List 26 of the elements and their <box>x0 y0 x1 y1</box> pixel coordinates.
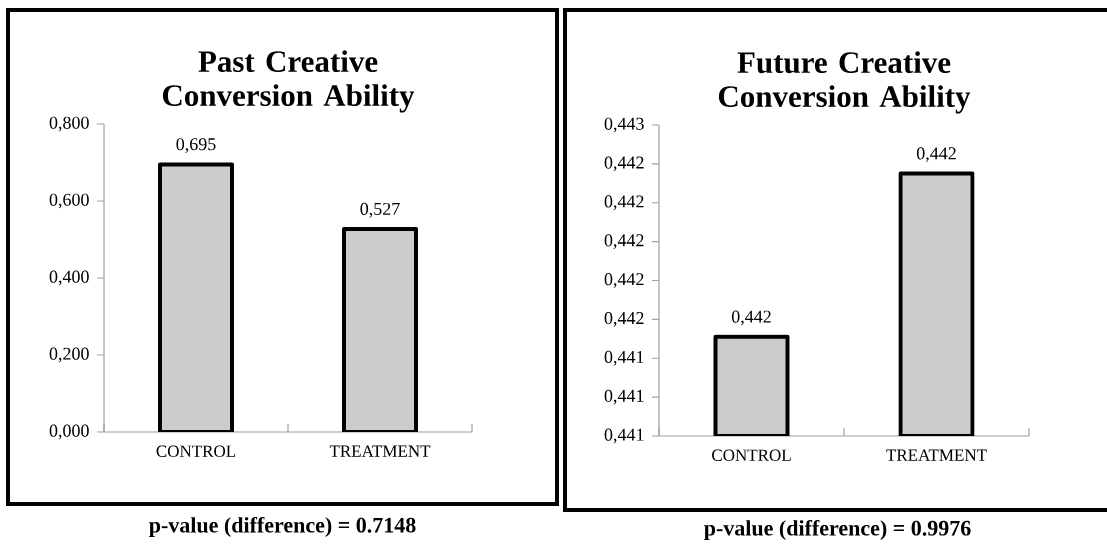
y-tick-label: 0,442 <box>604 234 644 249</box>
x-tick-label: TREATMENT <box>329 445 431 457</box>
data-label: 0,442 <box>731 310 771 326</box>
x-tick-label: TREATMENT <box>886 449 987 461</box>
y-tick-label: 0,600 <box>49 193 89 209</box>
x-tick-label: CONTROL <box>156 445 236 457</box>
chart-title: Future Creative Conversion Ability <box>718 51 971 114</box>
data-label: 0,695 <box>176 138 216 153</box>
text: p-value (difference) = 0.9976 <box>704 519 971 541</box>
y-tick-label: 0,200 <box>49 347 89 363</box>
y-tick-label: 0,443 <box>604 117 644 133</box>
data-label: 0,527 <box>360 202 400 218</box>
data-label: 0,442 <box>916 147 956 163</box>
text: p-value (difference) = 0.7148 <box>149 516 416 538</box>
x-tick-label: CONTROL <box>712 449 791 461</box>
y-tick-label: 0,442 <box>604 273 644 288</box>
y-tick-label: 0,441 <box>604 428 644 444</box>
y-tick-label: 0,441 <box>604 389 644 405</box>
chart-title: Past Creative Conversion Ability <box>162 50 415 113</box>
y-tick-label: 0,442 <box>604 195 644 211</box>
y-tick-label: 0,400 <box>49 270 89 286</box>
y-tick-label: 0,000 <box>49 424 89 440</box>
y-tick-label: 0,442 <box>604 312 644 327</box>
y-tick-label: 0,442 <box>604 156 644 172</box>
y-tick-label: 0,800 <box>49 116 89 132</box>
y-tick-label: 0,441 <box>604 350 644 366</box>
